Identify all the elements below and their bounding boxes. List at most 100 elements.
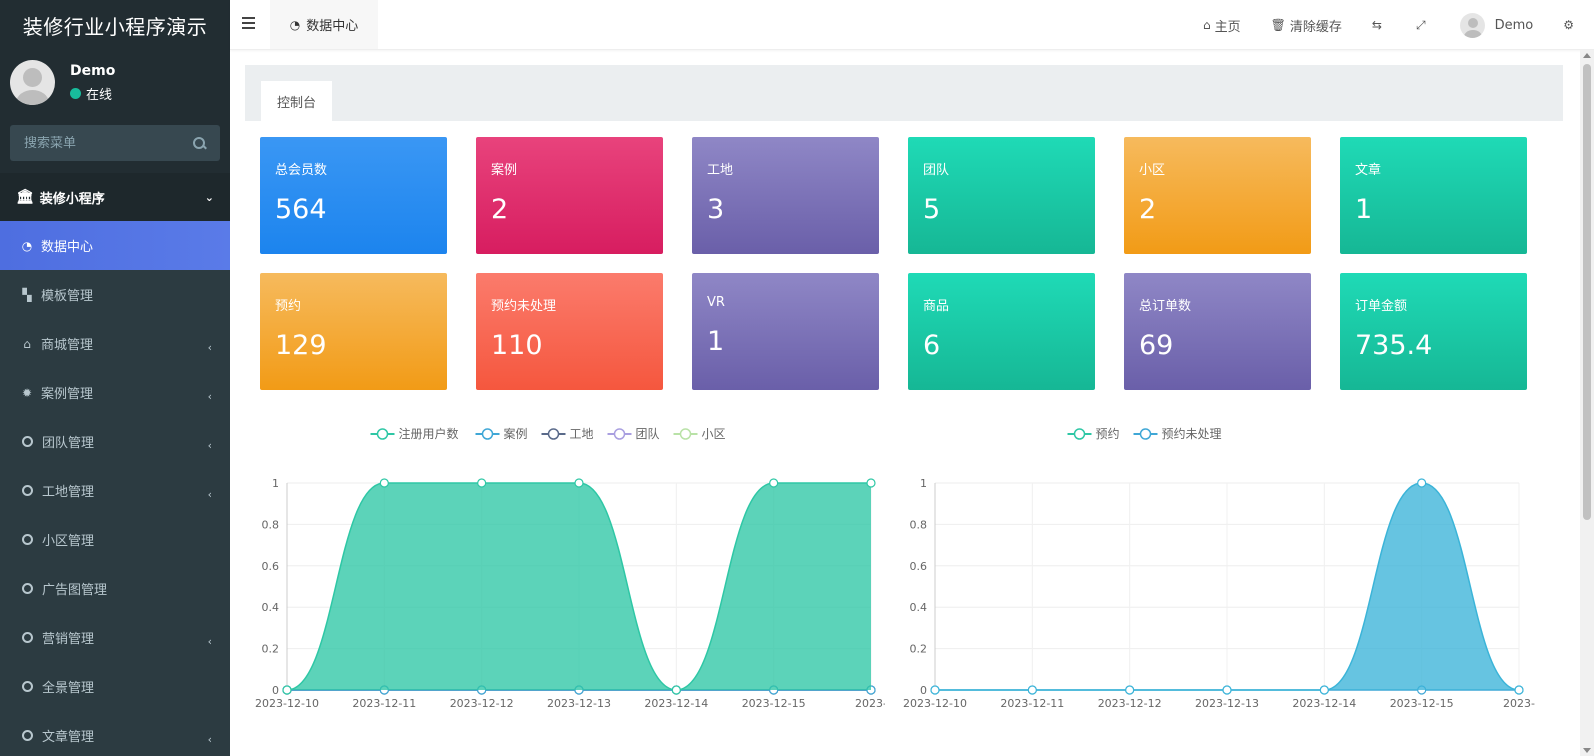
settings-button[interactable]: ⚙ bbox=[1548, 0, 1594, 50]
sidebar-section-header[interactable]: 🏛 装修小程序 ⌄ bbox=[0, 173, 230, 221]
x-tick-label: 2023-12-13 bbox=[547, 697, 611, 710]
search-icon[interactable] bbox=[193, 136, 206, 150]
sidebar-item-banners[interactable]: 广告图管理 bbox=[0, 564, 230, 613]
home-link-label: 主页 bbox=[1214, 19, 1241, 35]
avatar bbox=[10, 60, 55, 105]
x-tick-label: 2023-12-12 bbox=[1098, 697, 1162, 710]
legend-entry: 预约未处理 bbox=[1162, 426, 1222, 441]
stat-card[interactable]: 商品 6 bbox=[908, 273, 1095, 390]
stat-card[interactable]: 团队 5 bbox=[908, 137, 1095, 254]
tab-label: 数据中心 bbox=[306, 19, 359, 34]
data-point bbox=[379, 478, 389, 488]
home-link[interactable]: ⌂ 主页 bbox=[1188, 0, 1256, 50]
stat-card-value: 129 bbox=[275, 330, 327, 361]
stat-card-value: 3 bbox=[707, 194, 725, 225]
sidebar-item-label: 文章管理 bbox=[42, 730, 95, 745]
scroll-up-icon[interactable] bbox=[1583, 53, 1591, 58]
stat-card[interactable]: 总订单数 69 bbox=[1124, 273, 1311, 390]
stat-card-label: 团队 bbox=[923, 163, 950, 178]
stat-card[interactable]: VR 1 bbox=[692, 273, 879, 390]
stat-card-value: 5 bbox=[923, 194, 941, 225]
hamburger-menu-icon[interactable] bbox=[242, 17, 255, 29]
home-icon: ⌂ bbox=[23, 336, 31, 351]
chevron-down-icon: ⌄ bbox=[204, 190, 214, 204]
scroll-down-icon[interactable] bbox=[1583, 748, 1591, 753]
x-tick-label: 2023-12-10 bbox=[255, 697, 319, 710]
legend-entry: 团队 bbox=[636, 426, 660, 441]
legend-marker bbox=[481, 428, 494, 440]
appointment-stats-chart: 预约 预约未处理 0 0.2 0.4 0.6 0.8 1 2023-12-10 2023-12-1… bbox=[903, 426, 1535, 710]
circle-icon bbox=[22, 485, 33, 496]
x-tick-label: 2023-12-12 bbox=[450, 697, 514, 710]
tab-console[interactable]: 控制台 bbox=[261, 81, 332, 121]
sidebar-item-label: 小区管理 bbox=[42, 534, 95, 549]
sidebar-item-cases[interactable]: ✹ 案例管理 ‹ bbox=[0, 368, 230, 417]
sidebar-item-label: 案例管理 bbox=[41, 387, 94, 402]
chevron-left-icon: ‹ bbox=[207, 635, 212, 648]
legend-entry: 小区 bbox=[702, 427, 726, 441]
data-point bbox=[282, 685, 292, 695]
stat-card[interactable]: 案例 2 bbox=[476, 137, 663, 254]
sidebar-item-communities[interactable]: 小区管理 bbox=[0, 515, 230, 564]
stat-card-label: 工地 bbox=[707, 163, 734, 178]
y-tick-label: 0.4 bbox=[910, 601, 928, 614]
brand-title[interactable]: 装修行业小程序演示 bbox=[0, 0, 230, 50]
sidebar-item-label: 团队管理 bbox=[42, 436, 95, 451]
stat-card[interactable]: 预约未处理 110 bbox=[476, 273, 663, 390]
legend-entry: 案例 bbox=[504, 426, 528, 441]
scroll-thumb[interactable] bbox=[1583, 64, 1591, 520]
dashboard-icon: ◔ bbox=[289, 17, 301, 32]
chevron-left-icon: ‹ bbox=[207, 439, 212, 452]
page-scrollbar[interactable] bbox=[1580, 50, 1594, 756]
data-point bbox=[930, 685, 940, 695]
search-input[interactable] bbox=[24, 135, 174, 151]
stat-card[interactable]: 预约 129 bbox=[260, 273, 447, 390]
x-tick-label: 2023-12-14 bbox=[644, 697, 708, 710]
sidebar-item-articles[interactable]: 文章管理 ‹ bbox=[0, 711, 230, 756]
sidebar-item-sites[interactable]: 工地管理 ‹ bbox=[0, 466, 230, 515]
x-tick-label: 2023-12-13 bbox=[1195, 697, 1259, 710]
stat-card[interactable]: 工地 3 bbox=[692, 137, 879, 254]
x-tick-label: 2023-12-11 bbox=[352, 697, 416, 710]
stat-card[interactable]: 文章 1 bbox=[1340, 137, 1527, 254]
tab-dashboard[interactable]: ◔ 数据中心 bbox=[270, 0, 378, 49]
data-point bbox=[477, 478, 487, 488]
data-point bbox=[1125, 685, 1135, 695]
data-point bbox=[1319, 685, 1329, 695]
data-point bbox=[1417, 478, 1427, 488]
stat-card[interactable]: 小区 2 bbox=[1124, 137, 1311, 254]
stat-card-label: 小区 bbox=[1139, 163, 1166, 178]
template-icon: ▚ bbox=[22, 287, 32, 302]
sidebar-item-label: 数据中心 bbox=[41, 240, 94, 255]
stat-card-label: 案例 bbox=[491, 163, 518, 178]
chevron-left-icon: ‹ bbox=[207, 733, 212, 746]
legend-marker bbox=[547, 428, 560, 440]
x-tick-label: 2023-12-15 bbox=[1390, 697, 1454, 710]
user-name: Demo bbox=[70, 62, 116, 79]
series-line bbox=[935, 482, 1520, 691]
sidebar-item-dashboard[interactable]: ◔ 数据中心 bbox=[0, 221, 230, 270]
y-tick-label: 0.6 bbox=[262, 560, 280, 573]
fullscreen-button[interactable]: ⤢ bbox=[1401, 0, 1445, 50]
stat-card-value: 1 bbox=[1355, 194, 1373, 225]
stat-card-label: VR bbox=[707, 295, 725, 310]
legend-entry: 工地 bbox=[570, 427, 594, 441]
stat-card-label: 商品 bbox=[923, 299, 950, 314]
stat-card-label: 总会员数 bbox=[275, 163, 328, 178]
sidebar-item-marketing[interactable]: 营销管理 ‹ bbox=[0, 613, 230, 662]
translate-button[interactable]: ⇆ bbox=[1357, 0, 1401, 50]
sidebar-item-panorama[interactable]: 全景管理 bbox=[0, 662, 230, 711]
sidebar-item-templates[interactable]: ▚ 模板管理 bbox=[0, 270, 230, 319]
circle-icon bbox=[22, 534, 33, 545]
y-tick-label: 0 bbox=[272, 684, 279, 697]
circle-icon bbox=[22, 436, 33, 447]
x-tick-label: 2023-12-14 bbox=[1292, 697, 1356, 710]
stat-card[interactable]: 总会员数 564 bbox=[260, 137, 447, 254]
stat-card-label: 预约 bbox=[275, 299, 302, 314]
y-tick-label: 0.4 bbox=[262, 601, 280, 614]
clear-cache-button[interactable]: 🗑 清除缓存 bbox=[1256, 0, 1357, 50]
user-menu[interactable]: Demo bbox=[1445, 0, 1549, 50]
stat-card[interactable]: 订单金额 735.4 bbox=[1340, 273, 1527, 390]
sidebar-item-team[interactable]: 团队管理 ‹ bbox=[0, 417, 230, 466]
sidebar-item-shop[interactable]: ⌂ 商城管理 ‹ bbox=[0, 319, 230, 368]
